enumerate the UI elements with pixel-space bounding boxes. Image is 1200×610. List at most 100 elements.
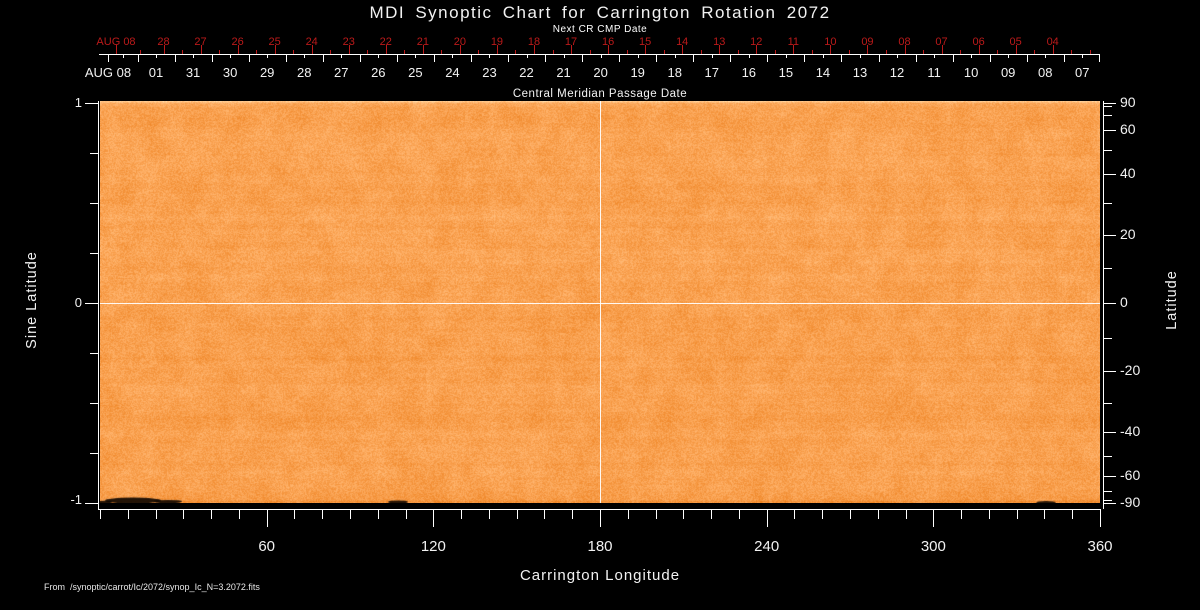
white-day-boundary-tick xyxy=(730,54,731,62)
red-day-tick xyxy=(238,45,239,54)
white-minor-tick xyxy=(156,54,157,58)
white-minor-tick xyxy=(193,54,194,58)
left-axis-tick xyxy=(90,253,98,254)
white-day-label: 23 xyxy=(482,65,497,80)
right-axis-tick xyxy=(1104,303,1116,304)
red-day-tick xyxy=(682,45,683,54)
bottom-axis-tick xyxy=(850,510,851,519)
red-day-tick xyxy=(979,45,980,54)
white-day-label: 29 xyxy=(259,65,275,80)
white-day-label: 09 xyxy=(1000,65,1016,80)
white-day-label: 13 xyxy=(852,65,868,80)
left-axis-title: Sine Latitude xyxy=(24,251,40,349)
bottom-axis-tick xyxy=(1100,510,1101,527)
red-minor-tick xyxy=(1090,50,1091,54)
red-minor-tick xyxy=(553,50,554,54)
white-day-label: 07 xyxy=(1075,65,1090,80)
white-day-label: 21 xyxy=(556,65,571,80)
left-axis-line xyxy=(98,101,99,509)
white-day-label: 19 xyxy=(630,65,645,80)
red-day-label: 04 xyxy=(1046,36,1059,48)
red-minor-tick xyxy=(923,50,924,54)
white-day-boundary-tick xyxy=(1027,54,1028,62)
red-minor-tick xyxy=(812,50,813,54)
white-day-boundary-tick xyxy=(841,54,842,62)
white-day-boundary-tick xyxy=(767,54,768,62)
red-day-label: 13 xyxy=(713,36,726,48)
right-tick-label: 90 xyxy=(1120,94,1136,110)
white-day-label: 24 xyxy=(445,65,460,80)
right-axis-tick xyxy=(1104,338,1112,339)
red-month-tick xyxy=(116,45,117,54)
white-day-boundary-tick xyxy=(990,54,991,62)
source-file-path: From /synoptic/carrot/Ic/2072/synop_Ic_N… xyxy=(44,582,260,592)
red-day-label: 27 xyxy=(194,36,207,48)
white-day-boundary-tick xyxy=(397,54,398,62)
white-day-boundary-tick xyxy=(656,54,657,62)
bottom-axis-tick xyxy=(517,510,518,519)
red-day-label: 19 xyxy=(490,36,504,48)
white-day-boundary-tick xyxy=(619,54,620,62)
red-minor-tick xyxy=(960,50,961,54)
white-minor-tick xyxy=(527,54,528,58)
white-day-label: 11 xyxy=(927,65,941,80)
cmp-date-axis-title: Central Meridian Passage Date xyxy=(512,88,688,100)
red-day-label: 20 xyxy=(453,36,467,48)
white-minor-tick xyxy=(489,54,490,58)
right-axis-tick xyxy=(1104,403,1112,404)
red-minor-tick xyxy=(256,50,257,54)
white-day-boundary-tick xyxy=(212,54,213,62)
red-day-label: 08 xyxy=(898,36,911,48)
red-day-tick xyxy=(497,45,498,54)
bottom-axis-tick xyxy=(183,510,184,519)
red-day-tick xyxy=(423,45,424,54)
bottom-axis-tick xyxy=(656,510,657,519)
next-cr-cmp-date-axis-title: Next CR CMP Date xyxy=(552,24,648,35)
bottom-axis-tick xyxy=(378,510,379,519)
white-minor-tick xyxy=(452,54,453,58)
white-day-boundary-tick xyxy=(545,54,546,62)
bottom-tick-label: 360 xyxy=(1087,538,1113,555)
white-day-label: 18 xyxy=(667,65,682,80)
bottom-axis-tick xyxy=(433,510,434,527)
red-day-tick xyxy=(645,45,646,54)
white-minor-tick xyxy=(1008,54,1009,58)
bottom-axis-tick xyxy=(350,510,351,519)
bottom-axis-tick xyxy=(1044,510,1045,519)
right-axis-tick xyxy=(1104,371,1116,372)
red-day-tick xyxy=(756,45,757,54)
red-minor-tick xyxy=(330,50,331,54)
red-day-tick xyxy=(719,45,720,54)
red-day-tick xyxy=(312,45,313,54)
left-axis-tick xyxy=(85,303,98,304)
white-day-boundary-tick xyxy=(1064,54,1065,62)
red-minor-tick xyxy=(775,50,776,54)
right-axis-tick xyxy=(1104,115,1112,116)
bottom-axis-tick xyxy=(294,510,295,519)
bottom-axis-tick xyxy=(989,510,990,519)
red-day-label: 06 xyxy=(972,36,985,48)
bottom-axis-tick xyxy=(794,510,795,519)
left-axis-tick xyxy=(90,353,98,354)
white-minor-tick xyxy=(415,54,416,58)
red-minor-tick xyxy=(627,50,628,54)
bottom-axis-tick xyxy=(1017,510,1018,519)
left-tick-label: 1 xyxy=(74,95,82,110)
bottom-axis-tick xyxy=(1072,510,1073,519)
right-axis-tick xyxy=(1104,203,1112,204)
red-minor-tick xyxy=(441,50,442,54)
red-minor-tick xyxy=(219,50,220,54)
red-minor-tick xyxy=(664,50,665,54)
bottom-axis-tick xyxy=(128,510,129,519)
white-day-boundary-tick xyxy=(323,54,324,62)
white-day-boundary-tick xyxy=(1099,54,1100,62)
red-minor-tick xyxy=(515,50,516,54)
bottom-tick-label: 240 xyxy=(754,538,780,555)
right-tick-label: 60 xyxy=(1120,120,1136,137)
white-minor-tick xyxy=(675,54,676,58)
red-day-label: 15 xyxy=(639,36,652,48)
red-day-tick xyxy=(460,45,461,54)
bottom-axis-tick xyxy=(906,510,907,519)
red-day-tick xyxy=(386,45,387,54)
red-minor-tick xyxy=(701,50,702,54)
